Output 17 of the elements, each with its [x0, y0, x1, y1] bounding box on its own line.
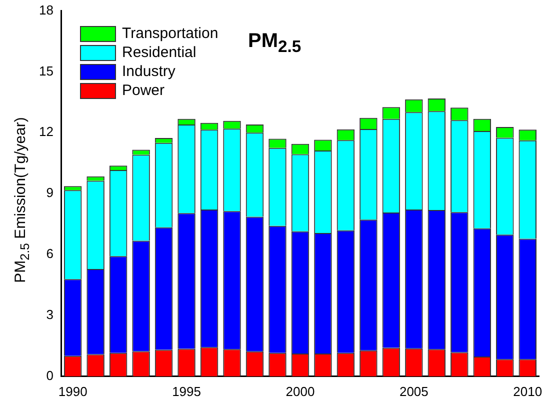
y-tick-label: 15 [38, 63, 54, 78]
y-tick-label: 12 [38, 124, 54, 140]
x-tick-label: 1995 [172, 384, 201, 399]
x-tick-label: 2000 [286, 384, 315, 399]
legend-label: Residential [122, 43, 196, 62]
legend-label: Industry [122, 62, 176, 81]
x-tick-label: 2010 [513, 384, 542, 399]
y-tick-label: 18 [38, 2, 54, 18]
y-tick-label: 3 [46, 307, 54, 322]
legend-label: Transportation [122, 24, 218, 43]
x-tick-label: 2005 [399, 384, 428, 399]
y-tick-label: 9 [46, 185, 54, 200]
legend-label: Power [122, 81, 165, 100]
text: PM$_{2.5}$ [248, 30, 302, 57]
y-tick-label: 0 [46, 368, 54, 383]
x-tick-label: 1990 [58, 384, 88, 399]
y-tick-label: 6 [46, 246, 54, 262]
